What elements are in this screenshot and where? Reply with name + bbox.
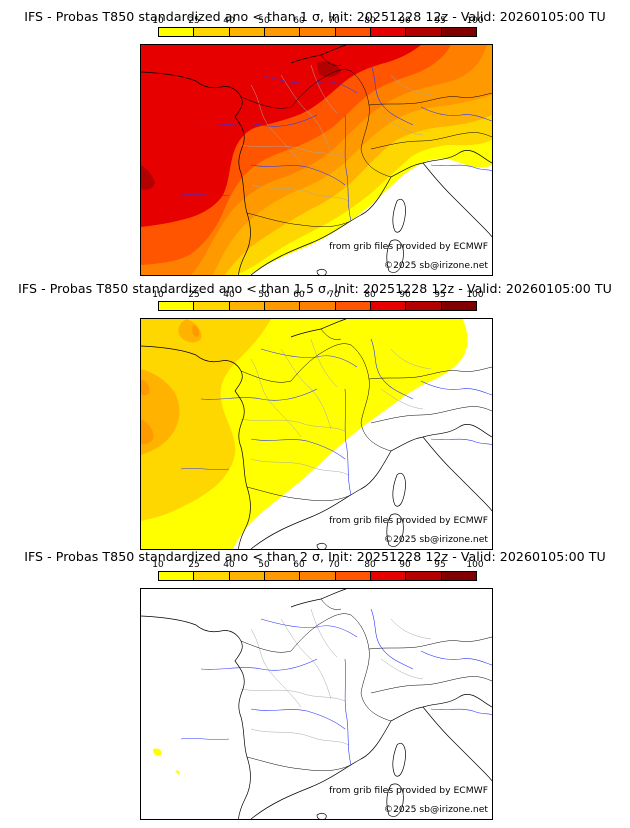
colorbar-segment (406, 302, 442, 310)
data-source-credit: from grib files provided by ECMWF (329, 515, 488, 526)
colorbar-segment (441, 572, 476, 580)
colorbar-tick-label: 10 (152, 16, 164, 26)
colorbar-tick-label: 60 (293, 290, 305, 300)
colorbar-ticks: 10 25 40 50 60 70 80 90 95 100 (152, 290, 483, 300)
map-panel-2: IFS - Probas T850 standardized ano < tha… (0, 274, 630, 550)
colorbar-tick-label: 25 (188, 560, 200, 570)
colorbar-tick-label: 95 (434, 16, 446, 26)
colorbar-segment (370, 302, 407, 310)
colorbar-segment (441, 302, 476, 310)
colorbar-tick-label: 90 (399, 560, 411, 570)
panel-title: IFS - Probas T850 standardized ano < tha… (24, 9, 606, 24)
colorbar-segment (406, 572, 442, 580)
colorbar-tick-label: 100 (466, 290, 484, 300)
colorbar-segment (335, 28, 371, 36)
colorbar-tick-label: 80 (364, 16, 376, 26)
colorbar (158, 301, 477, 311)
colorbar-tick-label: 40 (223, 290, 235, 300)
colorbar-segment (194, 572, 230, 580)
map-panel-1: IFS - Probas T850 standardized ano < tha… (0, 0, 630, 276)
colorbar-tick-label: 70 (328, 290, 340, 300)
colorbar-tick-label: 90 (399, 290, 411, 300)
colorbar-segment (264, 572, 301, 580)
colorbar-ticks: 10 25 40 50 60 70 80 90 95 100 (152, 560, 483, 570)
colorbar (158, 571, 477, 581)
colorbar-segment (229, 302, 265, 310)
colorbar-segment (300, 302, 336, 310)
colorbar-segment (300, 28, 336, 36)
colorbar-segment (370, 28, 407, 36)
colorbar-segment (335, 302, 371, 310)
colorbar-tick-label: 80 (364, 560, 376, 570)
panel-title: IFS - Probas T850 standardized ano < tha… (18, 281, 612, 296)
colorbar-tick-label: 25 (188, 290, 200, 300)
colorbar-tick-label: 90 (399, 16, 411, 26)
probability-map: from grib files provided by ECMWF ©2025 … (140, 44, 493, 276)
colorbar-tick-label: 50 (258, 16, 270, 26)
colorbar-segment (159, 572, 195, 580)
colorbar-tick-label: 70 (328, 16, 340, 26)
colorbar-segment (264, 302, 301, 310)
probability-map: from grib files provided by ECMWF ©2025 … (140, 318, 493, 550)
colorbar-segment (370, 572, 407, 580)
colorbar-segment (441, 28, 476, 36)
colorbar-segment (229, 572, 265, 580)
colorbar-tick-label: 100 (466, 16, 484, 26)
colorbar-tick-label: 80 (364, 290, 376, 300)
colorbar-segment (159, 28, 195, 36)
colorbar-tick-label: 95 (434, 290, 446, 300)
colorbar-tick-label: 40 (223, 16, 235, 26)
colorbar-tick-label: 95 (434, 560, 446, 570)
colorbar-ticks: 10 25 40 50 60 70 80 90 95 100 (152, 16, 483, 26)
colorbar-tick-label: 40 (223, 560, 235, 570)
colorbar-segment (159, 302, 195, 310)
data-source-credit: from grib files provided by ECMWF (329, 241, 488, 252)
data-source-credit: from grib files provided by ECMWF (329, 785, 488, 796)
colorbar-segment (406, 28, 442, 36)
colorbar-tick-label: 50 (258, 290, 270, 300)
colorbar-segment (194, 302, 230, 310)
colorbar-segment (194, 28, 230, 36)
map-panel-3: IFS - Probas T850 standardized ano < tha… (0, 544, 630, 828)
colorbar-tick-label: 10 (152, 560, 164, 570)
colorbar-segment (335, 572, 371, 580)
colorbar (158, 27, 477, 37)
probability-map: from grib files provided by ECMWF ©2025 … (140, 588, 493, 820)
colorbar-tick-label: 10 (152, 290, 164, 300)
colorbar-tick-label: 70 (328, 560, 340, 570)
colorbar-tick-label: 50 (258, 560, 270, 570)
panel-title: IFS - Probas T850 standardized ano < tha… (24, 549, 606, 564)
copyright-credit: ©2025 sb@irizone.net (383, 534, 488, 545)
copyright-credit: ©2025 sb@irizone.net (383, 804, 488, 815)
colorbar-tick-label: 100 (466, 560, 484, 570)
colorbar-tick-label: 60 (293, 560, 305, 570)
colorbar-tick-label: 25 (188, 16, 200, 26)
colorbar-tick-label: 60 (293, 16, 305, 26)
colorbar-segment (264, 28, 301, 36)
copyright-credit: ©2025 sb@irizone.net (383, 260, 488, 271)
colorbar-segment (229, 28, 265, 36)
colorbar-segment (300, 572, 336, 580)
